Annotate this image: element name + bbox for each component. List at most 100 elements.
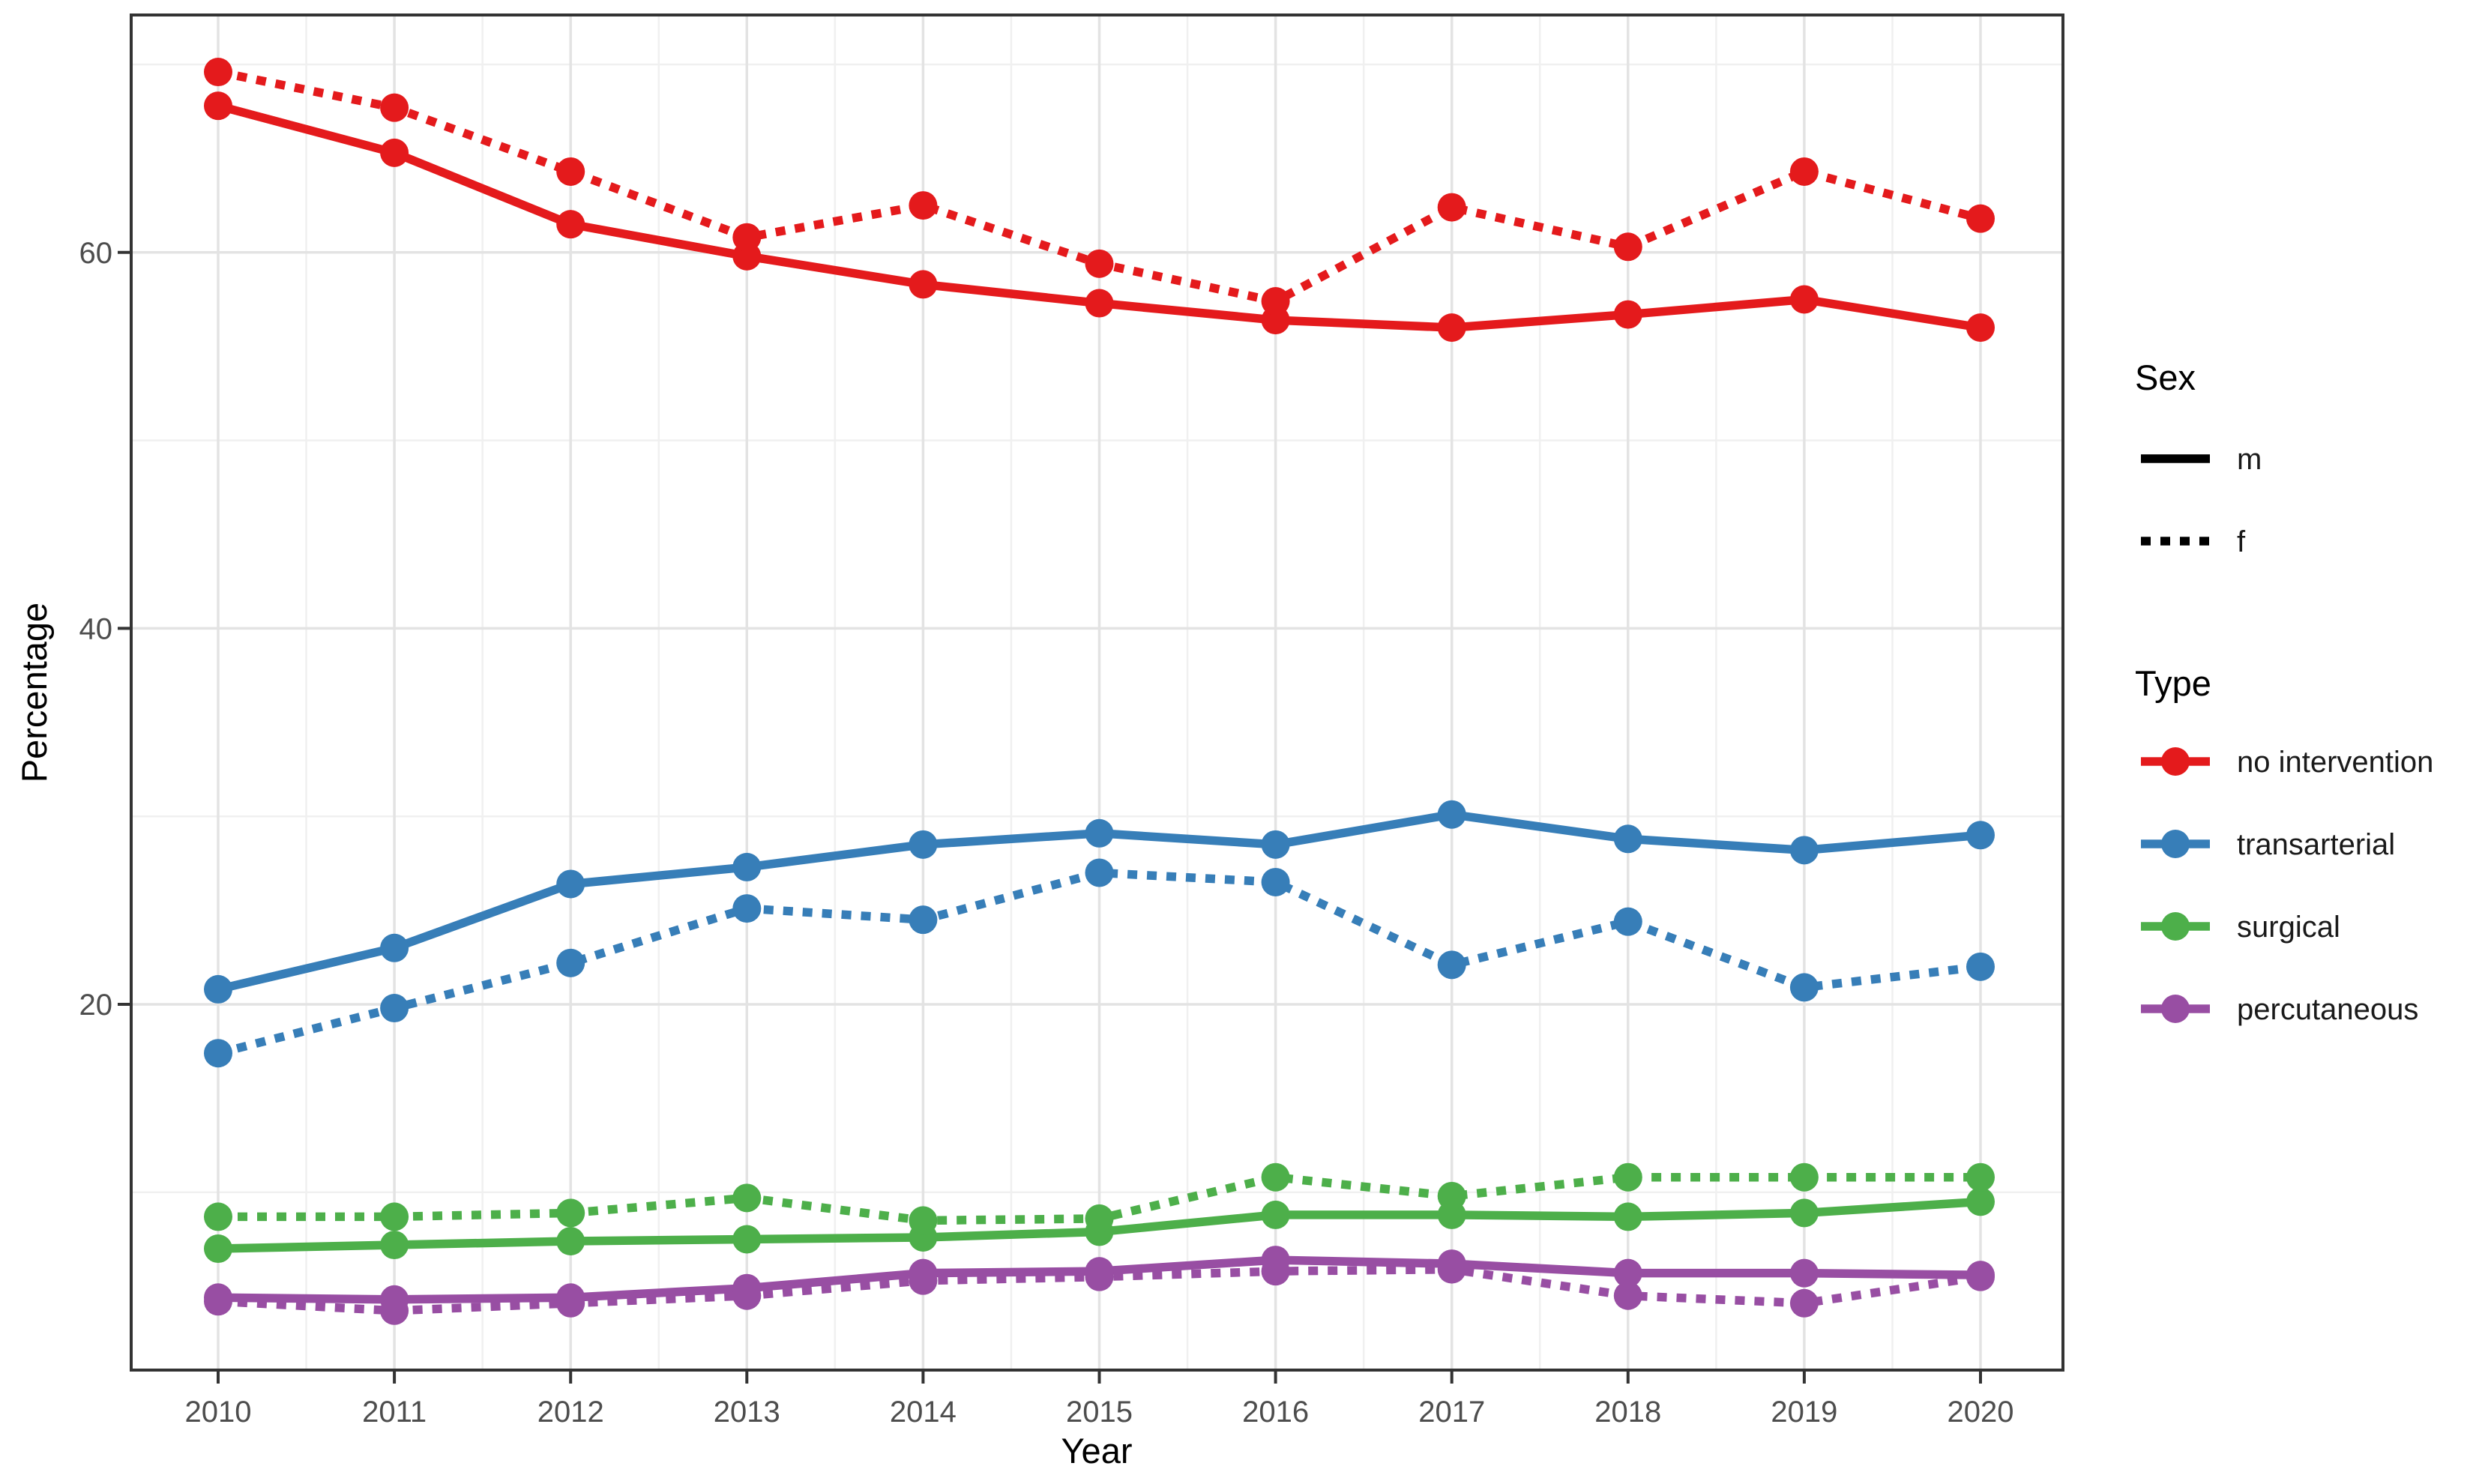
x-tick-label: 2012 [537, 1396, 604, 1429]
legend-key-point-transarterial [2161, 830, 2190, 858]
data-point-no-intervention-f-2014 [909, 191, 938, 220]
data-point-no-intervention-f-2010 [204, 58, 232, 87]
series-no-intervention-f [204, 58, 1995, 316]
data-point-transarterial-m-2015 [1085, 818, 1114, 848]
x-tick-label: 2015 [1066, 1396, 1133, 1429]
x-tick-label: 2014 [890, 1396, 957, 1429]
data-point-percutaneous-f-2013 [732, 1281, 762, 1310]
data-point-percutaneous-f-2014 [909, 1266, 938, 1295]
data-point-no-intervention-f-2018 [1613, 232, 1642, 262]
panel-background [131, 15, 2063, 1370]
legend-entry-sex-f: f [2141, 525, 2246, 558]
data-point-transarterial-m-2014 [909, 830, 938, 859]
axes: 2010 2011 2012 2013 2014 2015 2016 2017 2018 2019… [79, 237, 2014, 1429]
data-point-no-intervention-f-2012 [556, 157, 585, 186]
data-point-surgical-f-2011 [380, 1202, 409, 1231]
data-point-transarterial-f-2017 [1437, 950, 1466, 980]
data-point-no-intervention-f-2013 [732, 223, 762, 252]
series-percutaneous-f [204, 1255, 1995, 1325]
data-point-surgical-m-2020 [1966, 1187, 1995, 1216]
data-point-transarterial-f-2014 [909, 905, 938, 935]
data-point-surgical-f-2010 [204, 1202, 232, 1231]
data-point-surgical-f-2018 [1613, 1162, 1642, 1192]
x-tick-label: 2020 [1948, 1396, 2014, 1429]
legend-label-type-no-intervention: no intervention [2237, 746, 2433, 779]
legend-sex-title: Sex [2135, 358, 2196, 397]
data-point-no-intervention-m-2011 [380, 138, 409, 167]
data-point-surgical-f-2019 [1789, 1162, 1819, 1192]
panel-border [130, 13, 2064, 1372]
data-point-transarterial-m-2016 [1261, 830, 1290, 859]
data-point-surgical-m-2016 [1261, 1200, 1290, 1229]
data-point-percutaneous-f-2019 [1789, 1288, 1819, 1318]
legend-type-title: Type [2135, 663, 2211, 703]
x-tick-label: 2019 [1771, 1396, 1837, 1429]
data-point-transarterial-m-2012 [556, 869, 585, 899]
legend-label-type-percutaneous: percutaneous [2237, 993, 2418, 1026]
data-point-no-intervention-m-2017 [1437, 313, 1466, 343]
data-point-no-intervention-m-2010 [204, 91, 232, 121]
data-point-percutaneous-f-2015 [1085, 1262, 1114, 1291]
data-point-percutaneous-f-2010 [204, 1287, 232, 1316]
data-point-surgical-m-2019 [1789, 1198, 1819, 1228]
x-tick-label: 2016 [1242, 1396, 1309, 1429]
data-point-surgical-f-2013 [732, 1183, 762, 1213]
series-transarterial-f [204, 858, 1995, 1068]
data-point-transarterial-m-2017 [1437, 800, 1466, 829]
data-point-transarterial-f-2010 [204, 1039, 232, 1068]
data-point-transarterial-f-2011 [380, 994, 409, 1023]
data-point-transarterial-m-2011 [380, 933, 409, 962]
y-tick-label: 40 [79, 612, 113, 645]
legend-label-type-surgical: surgical [2237, 911, 2340, 944]
x-tick-label: 2011 [362, 1396, 427, 1429]
data-point-percutaneous-f-2011 [380, 1296, 409, 1325]
data-point-transarterial-f-2013 [732, 894, 762, 923]
x-tick-label: 2017 [1418, 1396, 1485, 1429]
data-point-transarterial-m-2010 [204, 974, 232, 1004]
data-point-no-intervention-f-2019 [1789, 157, 1819, 186]
data-point-no-intervention-m-2018 [1613, 300, 1642, 329]
y-axis-title: Percentage [14, 603, 54, 782]
data-point-transarterial-m-2019 [1789, 836, 1819, 865]
data-point-no-intervention-f-2011 [380, 93, 409, 122]
x-tick-label: 2018 [1594, 1396, 1661, 1429]
data-point-no-intervention-m-2014 [909, 270, 938, 299]
data-point-transarterial-f-2016 [1261, 867, 1290, 896]
data-point-no-intervention-f-2020 [1966, 204, 1995, 233]
legend-entry-type-transarterial: transarterial [2141, 828, 2395, 861]
data-point-percutaneous-f-2017 [1437, 1255, 1466, 1284]
data-point-percutaneous-f-2016 [1261, 1257, 1290, 1286]
legend-entry-type-percutaneous: percutaneous [2141, 993, 2418, 1026]
legend-label-sex-m: m [2237, 443, 2262, 476]
data-point-no-intervention-m-2020 [1966, 313, 1995, 343]
series-surgical-f [204, 1162, 1995, 1235]
data-point-surgical-f-2016 [1261, 1162, 1290, 1192]
data-point-surgical-m-2010 [204, 1234, 232, 1264]
data-point-transarterial-m-2020 [1966, 821, 1995, 850]
legend-key-point-no-intervention [2161, 747, 2190, 776]
series-group [204, 58, 1995, 1325]
data-point-surgical-f-2017 [1437, 1181, 1466, 1210]
legend-label-sex-f: f [2237, 525, 2246, 558]
data-point-percutaneous-f-2012 [556, 1288, 585, 1318]
legend-entry-sex-m: m [2141, 443, 2262, 476]
data-point-transarterial-f-2020 [1966, 952, 1995, 981]
data-point-surgical-m-2012 [556, 1227, 585, 1256]
data-point-no-intervention-m-2012 [556, 210, 585, 239]
data-point-no-intervention-f-2017 [1437, 193, 1466, 222]
data-point-percutaneous-f-2020 [1966, 1262, 1995, 1291]
legend-label-type-transarterial: transarterial [2237, 828, 2395, 861]
data-point-transarterial-f-2015 [1085, 858, 1114, 887]
legend-entry-type-surgical: surgical [2141, 911, 2340, 944]
data-point-surgical-m-2011 [380, 1231, 409, 1260]
legend-entry-type-no-intervention: no intervention [2141, 746, 2433, 779]
data-point-transarterial-m-2018 [1613, 824, 1642, 854]
data-point-percutaneous-m-2018 [1613, 1258, 1642, 1288]
x-tick-label: 2010 [185, 1396, 252, 1429]
x-axis-title: Year [1061, 1431, 1133, 1471]
legend: Sex Type m f no intervention transarterial s… [2135, 358, 2433, 1026]
data-point-surgical-f-2015 [1085, 1204, 1114, 1233]
data-point-percutaneous-m-2019 [1789, 1258, 1819, 1288]
data-point-surgical-f-2020 [1966, 1162, 1995, 1192]
